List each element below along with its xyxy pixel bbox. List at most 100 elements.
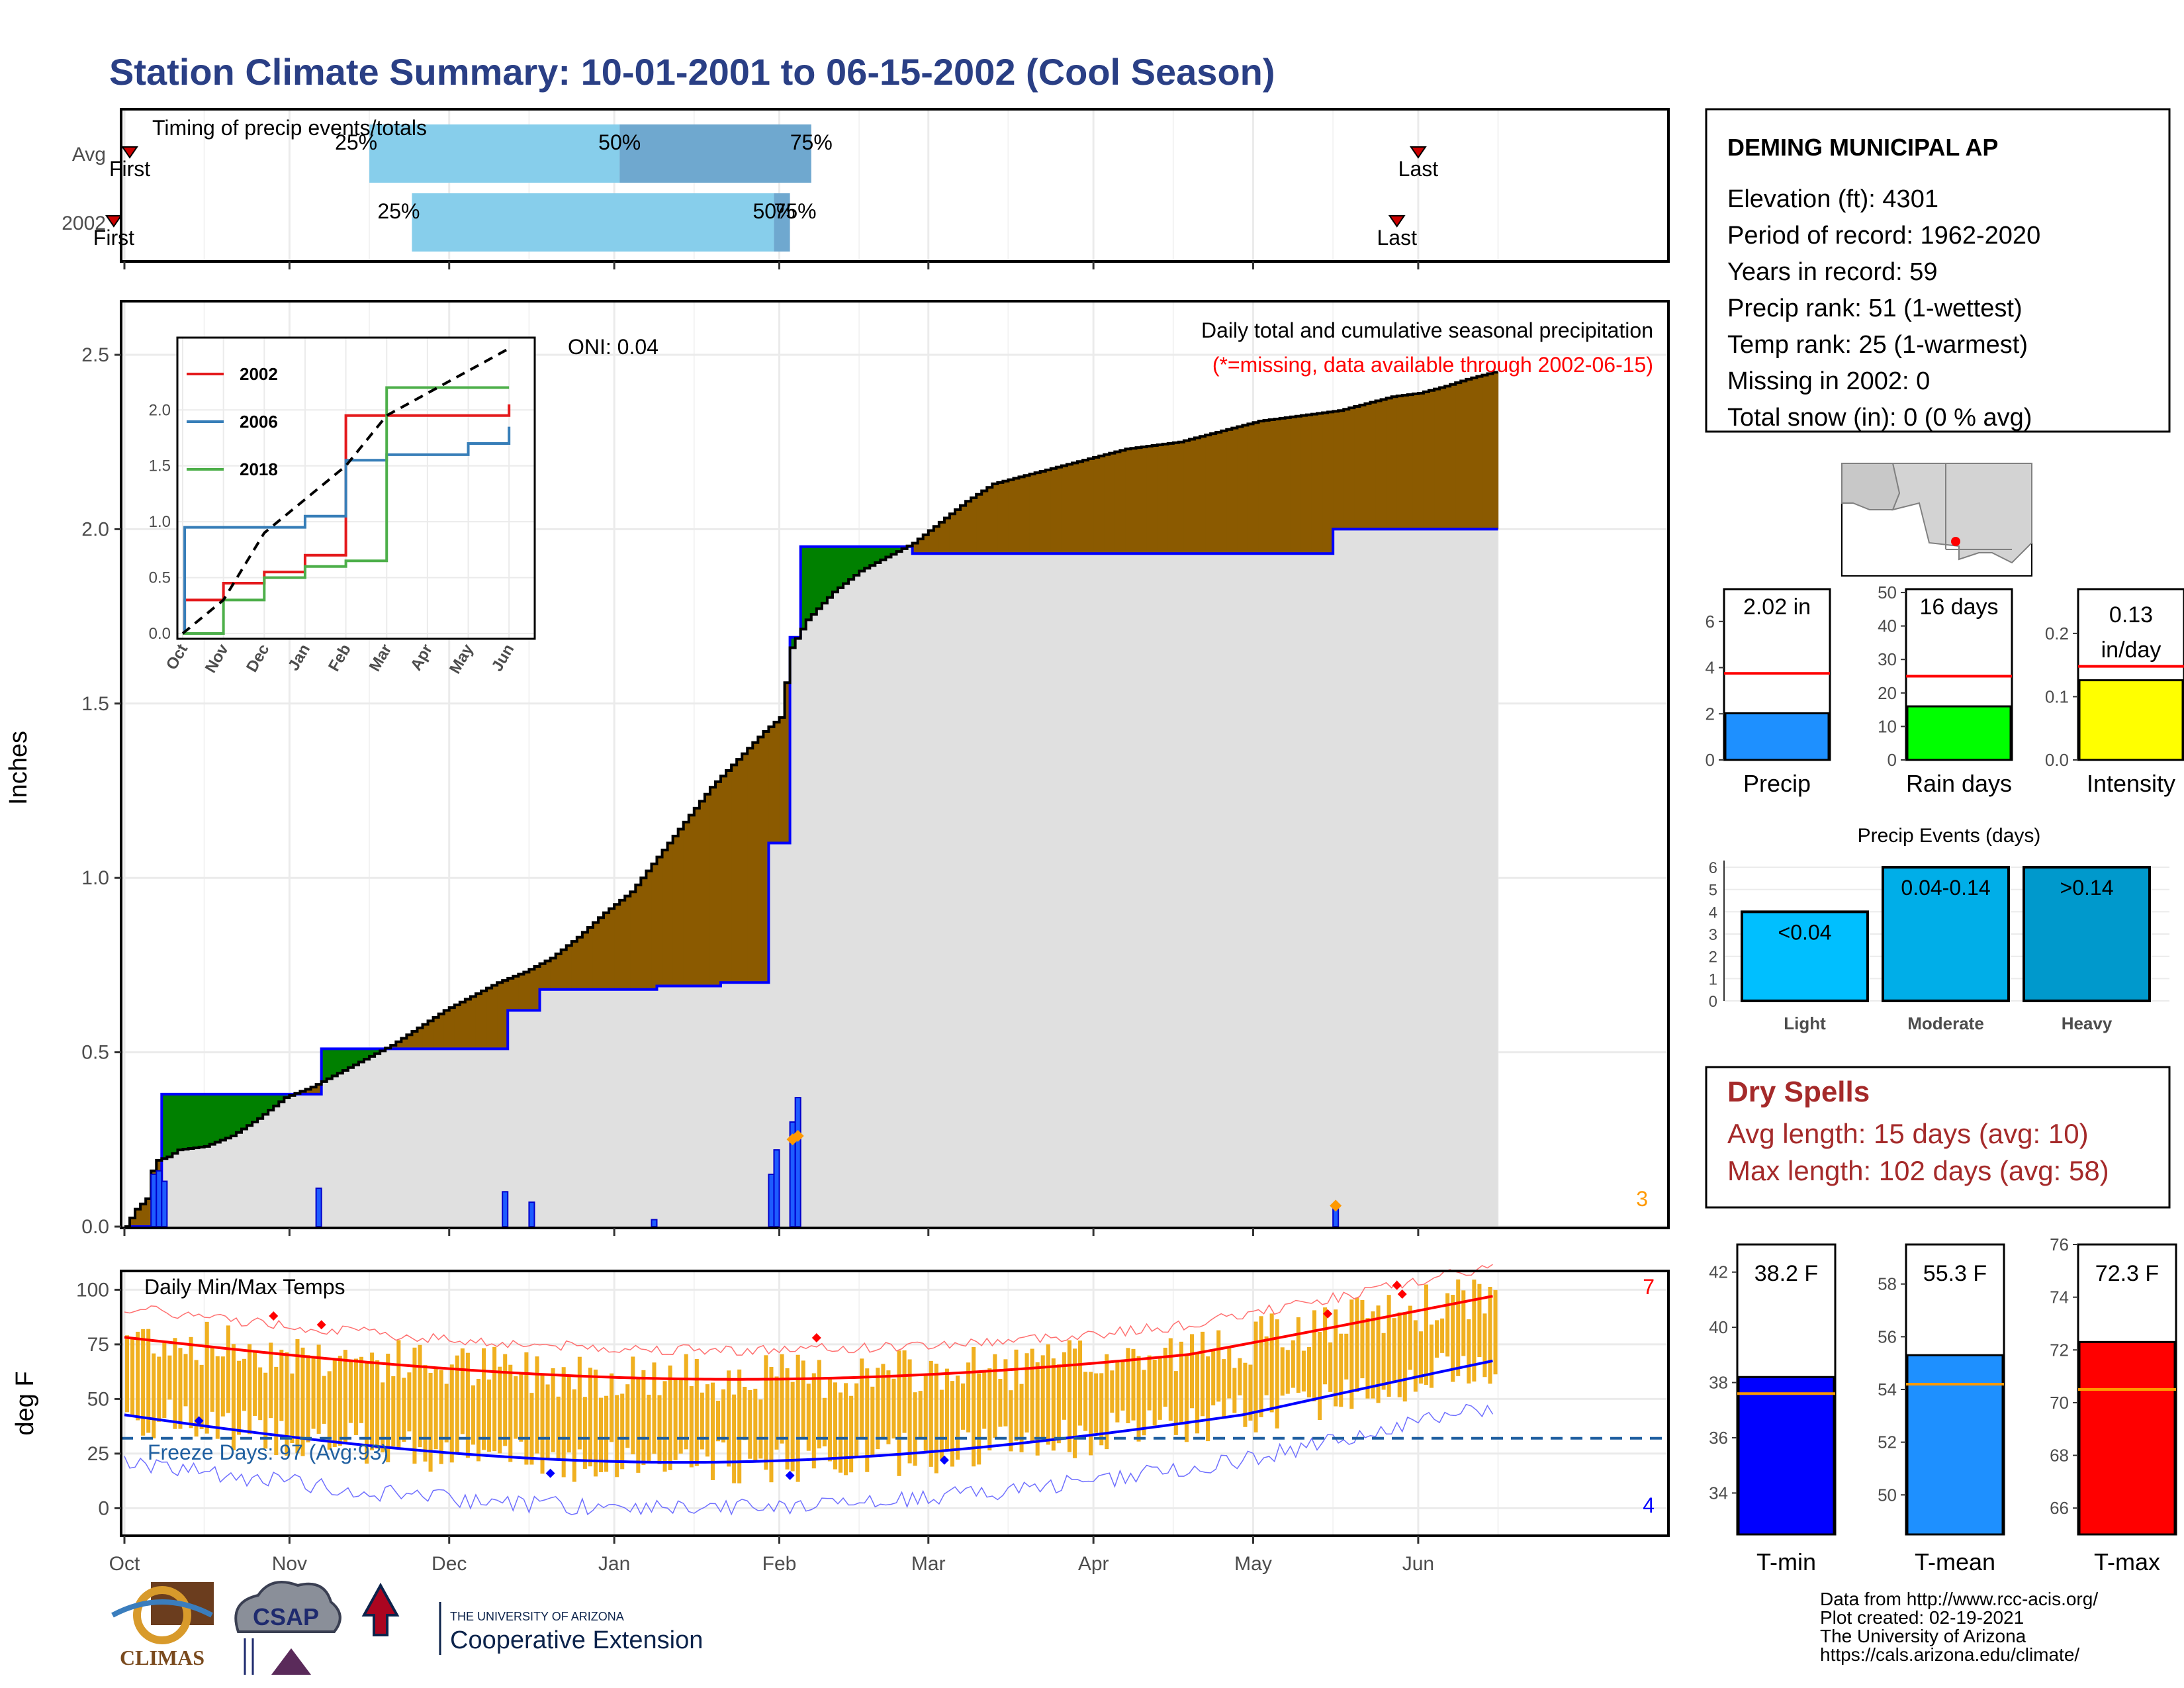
precip-surplus-segment	[508, 978, 514, 1011]
precip-surplus-segment	[598, 917, 604, 990]
daily-temp-bar	[141, 1329, 146, 1436]
daily-temp-bar	[1339, 1333, 1343, 1407]
precip-surplus-segment	[1418, 393, 1424, 530]
observed-cumulative-line	[124, 371, 1498, 1228]
precip-surplus-segment	[1482, 375, 1488, 530]
precip-deficit-segment	[193, 1094, 200, 1148]
precip-surplus-segment	[1322, 412, 1328, 554]
precip-surplus-segment	[412, 1031, 418, 1049]
temp-bar-fill	[1737, 1376, 1835, 1536]
ua-logo-small-text: THE UNIVERSITY OF ARIZONA	[450, 1610, 624, 1623]
inset-legend-label: 2006	[240, 412, 278, 432]
daily-temp-bar	[737, 1369, 742, 1483]
daily-temp-bar	[1083, 1372, 1088, 1431]
precip-deficit-segment	[886, 546, 892, 557]
daily-temp-bar	[199, 1364, 204, 1429]
daily-temp-bar	[710, 1382, 715, 1480]
precip-surplus-segment	[1354, 406, 1360, 530]
precip-deficit-segment	[347, 1049, 354, 1068]
precip-surplus-segment	[135, 1209, 141, 1227]
daily-temp-bar	[1131, 1348, 1136, 1421]
daily-temp-bar	[1306, 1346, 1311, 1398]
daily-temp-bar	[615, 1395, 619, 1477]
daily-temp-bar	[482, 1348, 486, 1450]
precip-surplus-segment	[752, 742, 758, 983]
precip-surplus-segment	[678, 829, 684, 986]
station-info-line: Total snow (in): 0 (0 % avg)	[1727, 404, 2032, 432]
summary-bar-tick-label: 10	[1878, 716, 1897, 736]
csap-logo: CSAP	[234, 1581, 341, 1675]
precip-deficit-segment	[891, 546, 897, 555]
precip-surplus-segment	[1487, 373, 1494, 530]
daily-temp-bar	[897, 1350, 901, 1476]
precip-deficit-segment	[225, 1094, 232, 1139]
daily-temp-bar	[242, 1358, 247, 1411]
summary-bar-value-label: 16 days	[1919, 594, 1998, 620]
precip-surplus-segment	[1221, 430, 1227, 554]
inset-series-line	[183, 386, 510, 635]
precip-surplus-segment	[928, 530, 934, 554]
precip-surplus-segment	[1120, 450, 1126, 554]
precip-surplus-segment	[310, 1087, 317, 1094]
precip-surplus-segment	[1445, 386, 1451, 530]
precip-ytick-label: 0.5	[81, 1042, 109, 1064]
station-info-line: Missing in 2002: 0	[1727, 367, 1930, 395]
daily-temp-bar	[375, 1360, 380, 1449]
daily-temp-bar	[604, 1395, 609, 1472]
month-tick-label: Nov	[272, 1553, 307, 1575]
precip-surplus-segment	[1450, 384, 1456, 530]
temp-bar-tick-label: 72	[2050, 1340, 2069, 1360]
precip-deficit-segment	[827, 546, 833, 598]
daily-temp-bar	[258, 1367, 263, 1421]
daily-temp-bar	[226, 1325, 230, 1413]
daily-temp-bar	[386, 1353, 390, 1463]
precip-corner-count: 3	[1636, 1187, 1648, 1211]
precip-deficit-segment	[332, 1049, 338, 1076]
daily-temp-bar	[157, 1356, 161, 1422]
temp-bar-tick-label: 70	[2050, 1393, 2069, 1413]
daily-temp-bar	[152, 1353, 156, 1438]
precip-surplus-segment	[1343, 409, 1349, 530]
precip-events-ytick: 3	[1709, 926, 1717, 944]
daily-temp-bar	[263, 1372, 268, 1449]
temp-corner-max: 7	[1643, 1275, 1655, 1299]
precip-surplus-segment	[1455, 383, 1461, 530]
temp-record-marker	[269, 1311, 279, 1321]
precip-surplus-segment	[1248, 424, 1254, 554]
daily-temp-bar	[125, 1335, 130, 1413]
daily-temp-bar	[407, 1372, 412, 1432]
daily-temp-bar	[1440, 1318, 1445, 1353]
daily-temp-bar	[428, 1372, 433, 1472]
precip-surplus-segment	[1423, 391, 1430, 530]
summary-bar-unit-label: in/day	[2101, 637, 2161, 663]
precip-surplus-segment	[1034, 473, 1041, 554]
precip-surplus-segment	[949, 514, 956, 554]
daily-temp-bar	[1216, 1330, 1221, 1402]
daily-temp-bar	[1003, 1359, 1008, 1427]
temp-panel-label: Daily Min/Max Temps	[144, 1275, 345, 1299]
precip-deficit-segment	[204, 1094, 210, 1147]
daily-temp-bar	[748, 1389, 752, 1459]
daily-temp-bar	[715, 1401, 721, 1442]
daily-temp-bar	[705, 1384, 709, 1457]
avg-max-temp-line	[124, 1295, 1493, 1381]
precip-surplus-segment	[1071, 463, 1078, 554]
daily-temp-bar	[790, 1382, 795, 1472]
precip-surplus-segment	[992, 483, 998, 554]
daily-temp-bar	[1328, 1342, 1333, 1392]
precip-deficit-segment	[875, 546, 881, 563]
precip-surplus-segment	[1093, 457, 1099, 554]
temp-bar-value-label: 55.3 F	[1923, 1261, 1987, 1286]
precip-surplus-segment	[1477, 376, 1483, 530]
daily-temp-bar	[934, 1364, 938, 1474]
precip-surplus-segment	[657, 857, 663, 986]
precip-surplus-segment	[592, 922, 599, 990]
daily-temp-bar	[300, 1347, 305, 1456]
daily-precip-bar	[768, 1173, 775, 1227]
precip-surplus-segment	[454, 1004, 461, 1049]
precip-deficit-segment	[843, 546, 849, 584]
precip-surplus-segment	[1003, 481, 1009, 554]
temp-bar-tick-label: 56	[1878, 1327, 1897, 1346]
precip-ytick-label: 1.0	[81, 867, 109, 889]
daily-temp-bar	[1318, 1332, 1322, 1421]
